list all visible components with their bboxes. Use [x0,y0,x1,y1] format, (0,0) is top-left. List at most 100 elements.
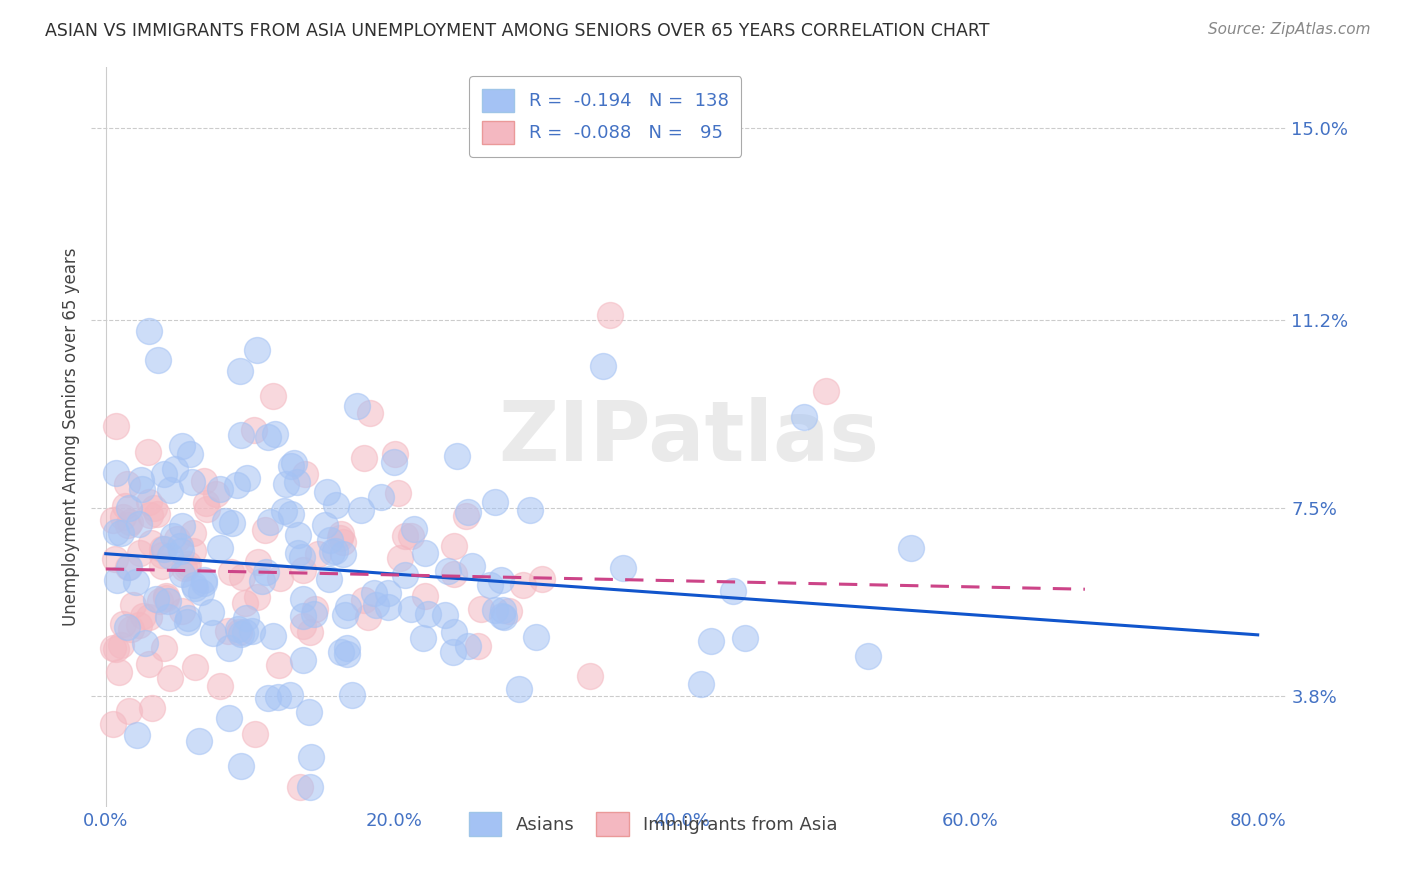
Point [118,560,141,574]
Point [162,529,184,543]
Point [107,574,129,588]
Point [221,516,243,530]
Point [437,564,460,578]
Point [117,559,139,574]
Point [273,504,295,518]
Point [104,552,127,566]
Point [298,624,321,639]
Point [165,462,187,476]
Point [110,639,132,653]
Point [377,599,399,614]
Point [291,619,314,633]
Point [187,734,209,748]
Point [287,527,309,541]
Point [128,617,150,632]
Point [138,495,160,509]
Point [101,716,124,731]
Point [280,507,302,521]
Point [793,409,815,424]
Point [170,439,193,453]
Point [388,551,411,566]
Point [307,547,329,561]
Point [110,526,132,541]
Point [101,513,124,527]
Point [195,502,218,516]
Point [285,475,308,489]
Point [176,559,198,574]
Point [457,505,479,519]
Point [245,343,267,357]
Point [353,592,375,607]
Point [131,609,153,624]
Point [316,485,339,500]
Point [226,622,249,636]
Point [115,476,138,491]
Point [291,609,314,624]
Point [457,639,479,653]
Text: Source: ZipAtlas.com: Source: ZipAtlas.com [1208,22,1371,37]
Point [190,585,212,599]
Point [157,594,180,608]
Point [384,447,406,461]
Y-axis label: Unemployment Among Seniors over 65 years: Unemployment Among Seniors over 65 years [62,248,80,626]
Point [266,690,288,704]
Point [259,516,281,530]
Point [366,599,388,613]
Point [330,644,353,658]
Point [357,609,380,624]
Point [152,559,174,574]
Point [443,625,465,640]
Point [115,620,138,634]
Point [139,508,162,522]
Point [332,534,354,549]
Point [229,627,252,641]
Point [484,603,506,617]
Point [283,456,305,470]
Point [382,454,405,468]
Point [330,527,353,541]
Point [209,679,232,693]
Point [257,690,280,705]
Point [599,309,621,323]
Point [208,541,231,555]
Point [470,602,492,616]
Point [183,578,205,592]
Point [170,567,193,582]
Point [177,611,200,625]
Point [166,533,188,547]
Point [202,626,225,640]
Point [294,467,316,482]
Point [129,474,152,488]
Point [138,610,160,624]
Point [512,577,534,591]
Point [184,582,207,596]
Point [299,749,322,764]
Point [856,648,879,663]
Point [193,573,215,587]
Point [530,572,553,586]
Point [387,486,409,500]
Point [492,610,515,624]
Point [288,780,311,794]
Point [120,515,142,529]
Point [159,549,181,563]
Point [508,682,530,697]
Point [228,624,250,639]
Point [184,660,207,674]
Point [169,539,191,553]
Point [104,466,127,480]
Point [262,389,284,403]
Point [131,483,153,497]
Point [193,474,215,488]
Point [208,483,231,497]
Point [236,471,259,485]
Point [118,500,141,515]
Point [229,363,252,377]
Point [264,427,287,442]
Point [363,586,385,600]
Point [105,524,128,539]
Point [291,563,314,577]
Point [412,631,434,645]
Point [149,593,172,607]
Point [145,591,167,606]
